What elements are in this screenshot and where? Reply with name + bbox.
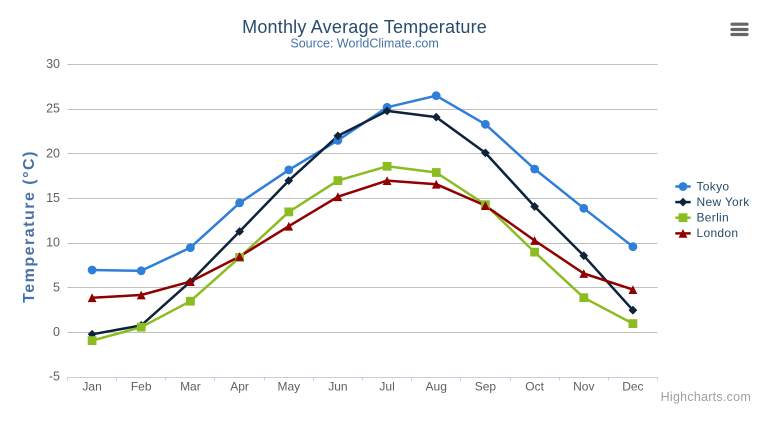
svg-text:Aug: Aug: [426, 380, 447, 394]
svg-text:Highcharts.com: Highcharts.com: [661, 390, 751, 404]
svg-text:Monthly Average Temperature: Monthly Average Temperature: [242, 17, 487, 37]
svg-text:30: 30: [46, 57, 60, 71]
svg-text:Jan: Jan: [82, 380, 101, 394]
svg-text:Oct: Oct: [525, 380, 544, 394]
svg-text:Apr: Apr: [230, 380, 249, 394]
svg-text:20: 20: [46, 146, 60, 160]
svg-text:Temperature (°C): Temperature (°C): [21, 150, 38, 303]
svg-text:London: London: [697, 226, 739, 240]
svg-text:Tokyo: Tokyo: [697, 179, 730, 193]
svg-text:Nov: Nov: [573, 380, 594, 394]
svg-text:15: 15: [46, 191, 60, 205]
svg-text:Source: WorldClimate.com: Source: WorldClimate.com: [290, 36, 438, 50]
svg-text:5: 5: [53, 280, 60, 294]
svg-text:Berlin: Berlin: [697, 211, 729, 225]
svg-text:Feb: Feb: [131, 380, 152, 394]
svg-text:Jul: Jul: [379, 380, 394, 394]
svg-text:10: 10: [46, 236, 60, 250]
svg-text:-5: -5: [49, 370, 60, 384]
svg-text:0: 0: [53, 325, 60, 339]
svg-text:New York: New York: [697, 195, 751, 209]
svg-text:Jun: Jun: [328, 380, 347, 394]
svg-text:25: 25: [46, 102, 60, 116]
svg-text:Sep: Sep: [475, 380, 497, 394]
svg-text:May: May: [277, 380, 300, 394]
svg-text:Dec: Dec: [622, 380, 643, 394]
svg-text:Mar: Mar: [180, 380, 201, 394]
